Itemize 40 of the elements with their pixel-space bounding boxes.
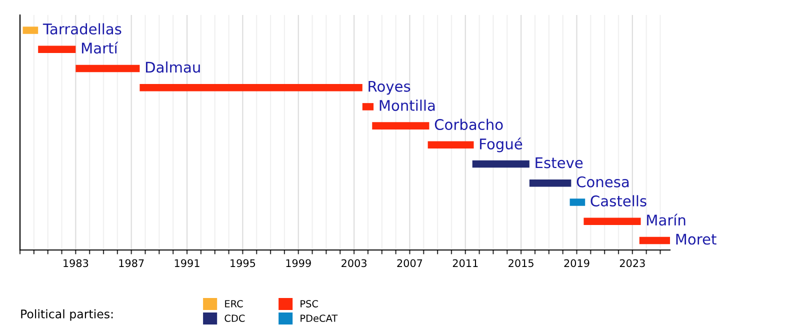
x-tick-label: 1995	[230, 259, 256, 268]
bar	[140, 84, 362, 92]
y-tick-label: Fogué	[480, 138, 522, 152]
y-tick-label: Tarradellas	[42, 23, 122, 35]
legend-label: ERC	[225, 300, 243, 308]
bar	[372, 122, 430, 130]
y-tick-label: Esteve	[536, 157, 583, 168]
x-tick-label: 2011	[452, 259, 478, 268]
x-tick-label: 1991	[174, 259, 200, 268]
x-tick-label: 2019	[564, 259, 590, 268]
legend-label: CDC	[224, 314, 245, 322]
x-tick-label: 2023	[620, 259, 645, 268]
bar	[362, 103, 374, 110]
bar	[584, 218, 641, 225]
y-tick-label: Moret	[676, 234, 716, 245]
x-tick-label: 2007	[397, 259, 422, 268]
y-tick-label: Dalmau	[146, 61, 200, 73]
legend-title: Political parties:	[21, 309, 113, 321]
x-tick-label: 1987	[119, 259, 144, 268]
y-tick-label: Royes	[368, 80, 410, 95]
x-tick-label: 1983	[64, 259, 88, 268]
x-tick-label: 2003	[342, 259, 366, 268]
bar	[472, 160, 530, 168]
x-tick-label: 2015	[508, 259, 534, 268]
legend-label: PDeCAT	[300, 314, 338, 322]
y-tick-label: Conesa	[576, 176, 629, 188]
legend-label: PSC	[300, 300, 318, 308]
bar	[76, 64, 140, 72]
y-tick-label: Montilla	[380, 100, 435, 111]
x-tick-label: 1999	[286, 259, 311, 268]
bar	[22, 26, 38, 34]
bar	[529, 180, 572, 187]
bar	[639, 236, 670, 244]
y-tick-label: Corbacho	[434, 118, 503, 130]
bar	[38, 46, 76, 54]
y-tick-label: Castells	[590, 195, 646, 206]
bar	[570, 198, 586, 206]
bar	[428, 141, 474, 149]
y-tick-label: Martí	[82, 42, 118, 54]
y-tick-label: Marín	[647, 214, 686, 226]
